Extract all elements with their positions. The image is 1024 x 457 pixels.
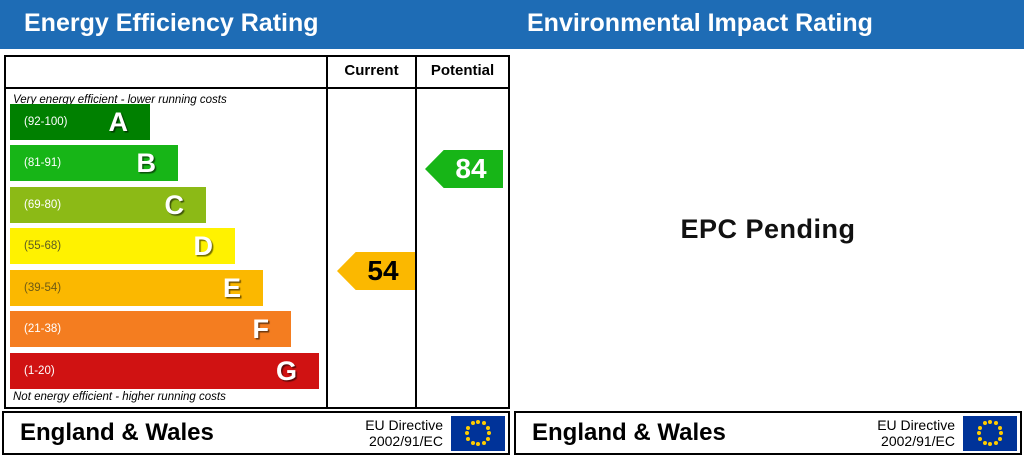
eu-flag-star [485,425,490,430]
band-range-label: (81-91) [24,157,62,169]
environmental-panel: EPC Pending [512,49,1024,409]
band-letter: E [222,273,241,303]
eu-flag-star [997,425,1002,430]
eu-flag-star [993,421,998,426]
energy-rating-table: Current Potential Very energy efficient … [4,55,510,409]
footer-energy: England & Wales EU Directive 2002/91/EC [2,411,510,455]
eu-flag-star [978,436,983,441]
current-rating-value: 54 [367,255,399,286]
eu-flag-star [988,420,992,424]
eu-flag-star [977,431,981,435]
band-range-label: (21-38) [24,323,62,335]
band-range-label: (92-100) [24,116,68,128]
band-letter: D [193,231,214,261]
eu-flag-star [982,421,987,426]
current-column-header: Current [344,62,399,79]
energy-rating-title: Energy Efficiency Rating [24,9,319,37]
potential-column-header: Potential [430,62,495,79]
eu-directive-label: EU Directive 2002/91/EC [877,416,955,449]
band-F: (21-38) F [10,311,291,347]
band-range-label: (39-54) [24,282,62,294]
band-E: (39-54) E [10,270,263,306]
eu-flag-star [465,431,469,435]
eu-flag-star [466,436,471,441]
band-range-label: (55-68) [24,240,62,252]
eu-flag-star [487,431,491,435]
eu-flag-icon [963,415,1017,451]
band-letter: C [164,190,185,220]
eu-flag-star [485,436,490,441]
potential-column-divider [415,57,417,407]
eu-flag-star [993,440,998,445]
band-letter: A [108,107,129,137]
band-D: (55-68) D [10,228,235,264]
eu-flag-star [470,421,475,426]
band-range-label: (1-20) [24,365,55,377]
eu-flag-star [481,440,486,445]
band-C: (69-80) C [10,187,206,223]
environmental-rating-title: Environmental Impact Rating [527,9,873,37]
header-bar: Energy Efficiency Rating Environmental I… [0,0,1024,49]
region-label: England & Wales [20,419,214,446]
header-row-divider [6,87,508,89]
eu-flag-star [476,420,480,424]
current-rating-arrow: 54 [337,252,415,290]
eu-flag-star [999,431,1003,435]
potential-rating-value: 84 [455,153,487,184]
eu-flag-star [988,442,992,446]
eu-flag-star [476,442,480,446]
current-column-divider [326,57,328,407]
eu-flag-icon [451,415,505,451]
inefficient-note: Not energy efficient - higher running co… [13,391,226,403]
band-B: (81-91) B [10,145,178,181]
eu-flag-star [997,436,1002,441]
band-letter: B [136,148,157,178]
band-letter: G [275,356,297,386]
band-G: (1-20) G [10,353,319,389]
potential-rating-arrow: 84 [425,150,503,188]
eu-flag-star [466,425,471,430]
eu-directive-label: EU Directive 2002/91/EC [365,416,443,449]
epc-pending-message: EPC Pending [680,213,856,244]
efficient-note: Very energy efficient - lower running co… [13,94,227,106]
band-letter: F [252,314,270,344]
band-A: (92-100) A [10,104,150,140]
eu-flag-star [470,440,475,445]
eu-flag-star [982,440,987,445]
region-label: England & Wales [532,419,726,446]
eu-flag-star [481,421,486,426]
band-range-label: (69-80) [24,199,62,211]
footer-environmental: England & Wales EU Directive 2002/91/EC [514,411,1022,455]
eu-flag-star [978,425,983,430]
